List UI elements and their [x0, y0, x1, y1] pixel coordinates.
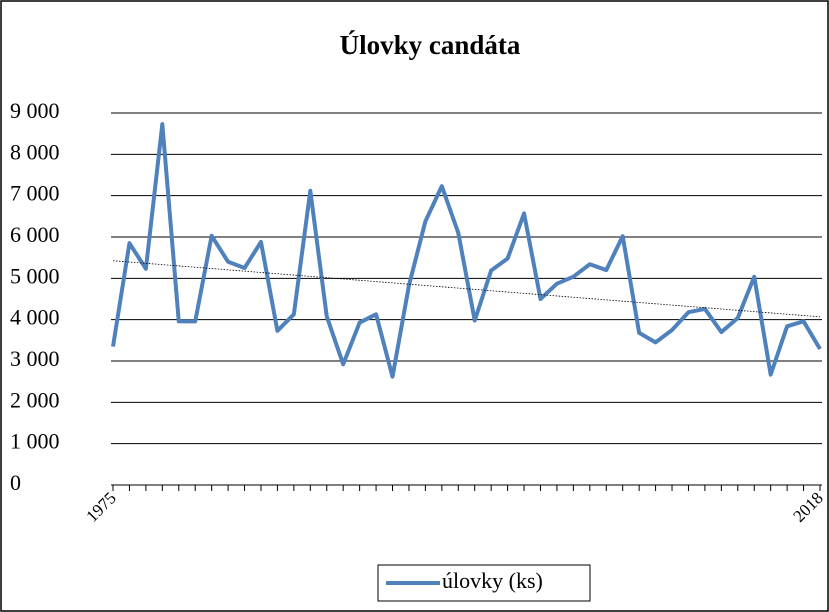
legend-label: úlovky (ks)	[442, 568, 543, 593]
y-tick-label: 1 000	[10, 429, 60, 454]
y-tick-label: 6 000	[10, 222, 60, 247]
y-tick-label: 7 000	[10, 181, 60, 206]
y-tick-label: 5 000	[10, 263, 60, 288]
y-tick-label: 8 000	[10, 139, 60, 164]
y-tick-label: 2 000	[10, 387, 60, 412]
trendline	[112, 260, 821, 318]
y-tick-label: 0	[10, 470, 21, 495]
series-line	[111, 122, 822, 379]
y-tick-label: 9 000	[10, 98, 60, 123]
chart-title: Úlovky candáta	[340, 30, 521, 60]
y-tick-label: 4 000	[10, 305, 60, 330]
y-tick-label: 3 000	[10, 346, 60, 371]
